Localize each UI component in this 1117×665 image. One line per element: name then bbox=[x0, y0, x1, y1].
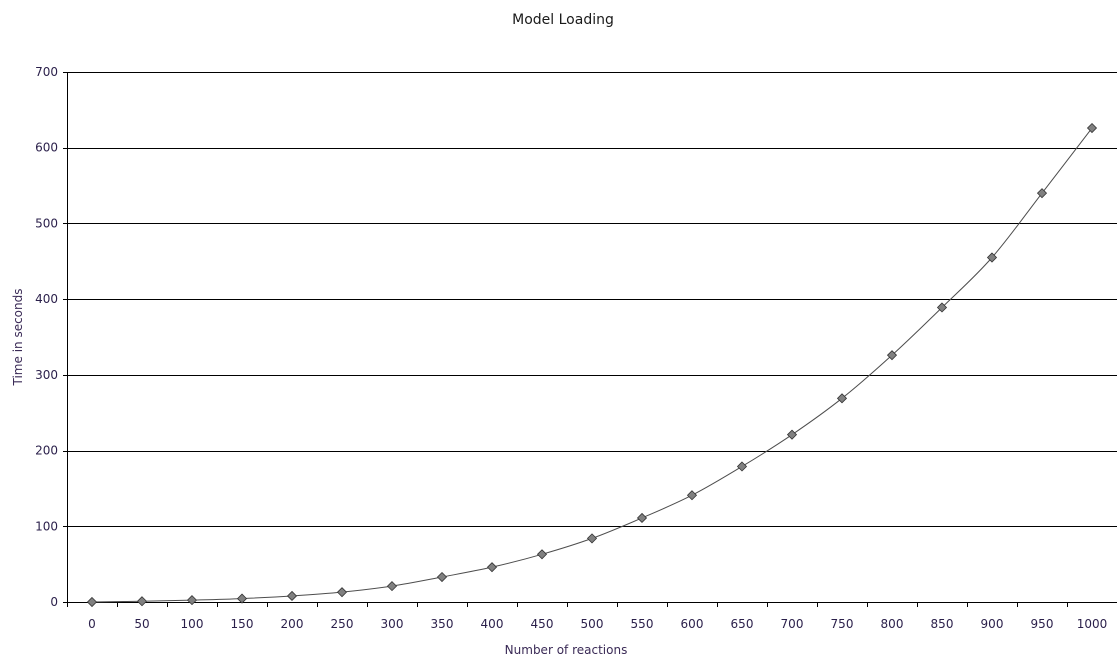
data-point-100 bbox=[186, 595, 198, 606]
data-point-250 bbox=[336, 587, 348, 598]
data-point-850 bbox=[936, 302, 948, 313]
x-tick-label-500: 500 bbox=[581, 617, 604, 631]
data-point-1000 bbox=[1086, 122, 1098, 134]
x-tick-label-700: 700 bbox=[781, 617, 804, 631]
x-tick-label-300: 300 bbox=[381, 617, 404, 631]
data-point-800 bbox=[886, 350, 898, 361]
x-tick-label-850: 850 bbox=[931, 617, 954, 631]
data-point-150 bbox=[236, 593, 248, 604]
data-point-350 bbox=[436, 571, 448, 583]
x-tick-label-600: 600 bbox=[681, 617, 704, 631]
chart-title: Model Loading bbox=[512, 12, 614, 28]
data-point-200 bbox=[286, 590, 298, 602]
data-point-300 bbox=[386, 581, 398, 592]
y-tick-label-100: 100 bbox=[35, 519, 58, 533]
x-tick-label-250: 250 bbox=[331, 617, 354, 631]
x-tick-label-650: 650 bbox=[731, 617, 754, 631]
y-tick-label-400: 400 bbox=[35, 292, 58, 306]
gridlines bbox=[67, 72, 1117, 527]
data-point-550 bbox=[636, 512, 648, 524]
series bbox=[86, 122, 1098, 608]
data-point-400 bbox=[486, 562, 498, 573]
data-point-0 bbox=[86, 596, 98, 608]
x-axis-label: Number of reactions bbox=[505, 643, 628, 657]
data-point-50 bbox=[136, 596, 148, 607]
x-tick-label-750: 750 bbox=[831, 617, 854, 631]
y-tick-label-0: 0 bbox=[50, 595, 58, 609]
x-tick-label-950: 950 bbox=[1031, 617, 1054, 631]
data-point-650 bbox=[736, 461, 748, 472]
series-line-0 bbox=[91, 127, 1093, 603]
x-tick-label-50: 50 bbox=[134, 617, 149, 631]
data-point-500 bbox=[586, 533, 598, 544]
x-tick-label-200: 200 bbox=[281, 617, 304, 631]
x-tick-label-0: 0 bbox=[88, 617, 96, 631]
y-tick-label-600: 600 bbox=[35, 141, 58, 155]
tick-labels: 0 100 200 300 400 500 600 700 0 50 100 150 200 250 300… bbox=[35, 65, 1107, 631]
x-tick-label-450: 450 bbox=[531, 617, 554, 631]
x-tick-label-900: 900 bbox=[981, 617, 1004, 631]
x-tick-label-550: 550 bbox=[631, 617, 654, 631]
data-point-900 bbox=[986, 252, 998, 263]
x-tick-label-400: 400 bbox=[481, 617, 504, 631]
x-tick-label-800: 800 bbox=[881, 617, 904, 631]
y-tick-label-300: 300 bbox=[35, 368, 58, 382]
data-point-600 bbox=[686, 490, 698, 501]
data-point-750 bbox=[836, 393, 848, 404]
data-point-700 bbox=[786, 429, 798, 440]
data-point-950 bbox=[1036, 188, 1048, 199]
x-tick-label-350: 350 bbox=[431, 617, 454, 631]
y-axis-label: Time in seconds bbox=[11, 289, 25, 387]
x-tick-label-100: 100 bbox=[181, 617, 204, 631]
y-tick-label-700: 700 bbox=[35, 65, 58, 79]
data-point-450 bbox=[536, 549, 548, 560]
x-tick-label-150: 150 bbox=[231, 617, 254, 631]
y-tick-label-200: 200 bbox=[35, 444, 58, 458]
y-tick-label-500: 500 bbox=[35, 216, 58, 230]
x-tick-label-1000: 1000 bbox=[1077, 617, 1108, 631]
